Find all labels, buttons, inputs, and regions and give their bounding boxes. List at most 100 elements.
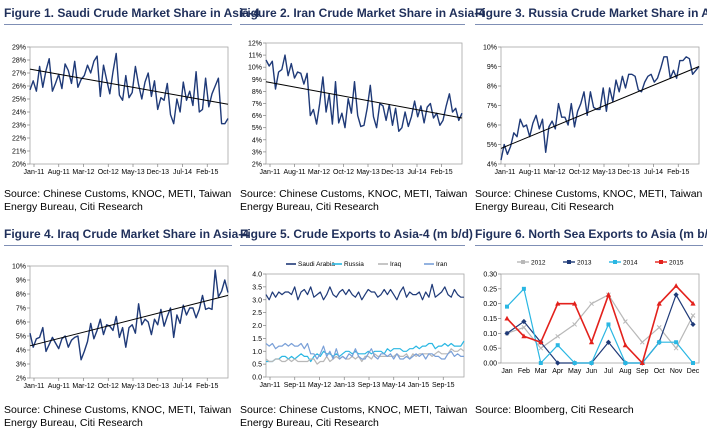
y-tick-label: 3%	[252, 149, 262, 156]
series-line	[265, 283, 464, 301]
x-tick-label: Feb-15	[430, 169, 452, 176]
x-tick-label: Aug-11	[519, 169, 541, 176]
data-point	[605, 339, 612, 345]
y-tick-label: 1.5	[252, 336, 262, 343]
y-tick-label: 20%	[12, 162, 26, 169]
y-tick-label: 0.05	[483, 346, 497, 353]
y-tick-label: 26%	[12, 84, 26, 91]
x-tick-label: May-13	[592, 169, 615, 176]
y-tick-label: 22%	[12, 136, 26, 143]
y-tick-label: 3%	[16, 362, 26, 369]
x-tick-label: Jan-11	[495, 169, 516, 176]
y-tick-label: 2%	[16, 376, 26, 383]
figure-source: Source: Bloomberg, Citi Research	[475, 404, 634, 416]
data-point	[657, 340, 662, 345]
x-tick-label: Dec-13	[146, 383, 169, 390]
data-point	[690, 313, 696, 318]
data-point	[572, 322, 577, 327]
legend-label: 2013	[577, 260, 592, 267]
y-tick-label: 0.5	[252, 362, 262, 369]
legend-marker	[567, 260, 571, 264]
data-point	[673, 292, 679, 298]
figure-source: Source: Chinese Customs, KNOC, METI, Tai…	[475, 188, 703, 213]
legend-label: 2012	[531, 260, 546, 267]
data-point	[538, 345, 544, 351]
data-point	[606, 322, 611, 327]
x-tick-label: May-12	[308, 382, 331, 389]
figure-source: Source: Chinese Customs, KNOC, METI, Tai…	[240, 404, 468, 429]
data-point	[572, 361, 577, 365]
legend-label: Saudi Arabia	[298, 261, 335, 268]
figure-6-chart: 0.00 0.05 0.10 0.15 0.20 0.25 0.30 Jan Feb Mar Apr…	[483, 260, 700, 376]
x-tick-label: Sep-11	[284, 382, 306, 389]
x-tick-label: Jan	[501, 368, 512, 375]
x-tick-label: Oct-12	[98, 169, 119, 176]
x-tick-label: Feb-15	[667, 169, 689, 176]
y-tick-label: 4%	[16, 348, 26, 355]
data-point	[504, 330, 510, 336]
data-point	[572, 300, 578, 306]
figure-title: Figure 6. North Sea Exports to Asia (m b…	[475, 227, 707, 241]
y-tick-label: 8%	[16, 292, 26, 299]
legend-marker	[521, 260, 525, 264]
x-tick-label: Jan-11	[260, 382, 281, 389]
series-line	[506, 294, 694, 349]
y-tick-label: 4%	[487, 162, 497, 169]
y-tick-label: 0.30	[483, 272, 497, 279]
figure-2-chart: 2% 3% 4% 5% 6% 7% 8% 9% 10% 11% 12% Jan-11 Aug-11 Mar…	[248, 41, 463, 176]
data-point	[623, 361, 628, 365]
data-point	[623, 319, 628, 324]
trend-line	[500, 66, 700, 149]
y-tick-label: 24%	[12, 110, 26, 117]
y-tick-label: 0.25	[483, 286, 497, 293]
data-point	[639, 339, 645, 345]
figure-source: Source: Chinese Customs, KNOC, METI, Tai…	[240, 188, 468, 213]
y-tick-label: 29%	[12, 45, 26, 52]
trend-line	[29, 294, 229, 347]
y-tick-label: 4.0	[252, 272, 262, 279]
x-tick-label: Oct-12	[569, 169, 590, 176]
plot-area	[29, 46, 229, 165]
x-tick-label: Sep-15	[432, 382, 455, 389]
legend-label: 2014	[623, 260, 638, 267]
x-tick-label: Jan-11	[260, 169, 281, 176]
y-tick-label: 25%	[12, 97, 26, 104]
legend-label: Iraq	[390, 261, 402, 268]
figure-title: Figure 1. Saudi Crude Market Share in As…	[4, 6, 260, 20]
x-tick-label: Feb-15	[196, 169, 218, 176]
data-point	[691, 361, 695, 365]
series-line	[265, 342, 464, 360]
legend-marker	[659, 260, 663, 264]
data-point	[555, 300, 561, 306]
data-point	[555, 333, 561, 339]
y-tick-label: 6%	[16, 320, 26, 327]
x-tick-label: Feb	[518, 368, 530, 375]
series-line	[29, 52, 229, 125]
series-line	[29, 269, 229, 361]
x-tick-label: Aug-11	[48, 169, 70, 176]
data-point	[555, 343, 560, 348]
x-tick-label: Dec-13	[381, 169, 404, 176]
data-point	[690, 300, 696, 306]
x-tick-label: Oct-12	[98, 383, 119, 390]
figure-3-chart: 4% 5% 6% 7% 8% 9% 10% Jan-11 Aug-11 Mar-12 Oct-12 M…	[483, 45, 700, 176]
title-rule	[240, 245, 465, 246]
y-tick-label: 5%	[252, 125, 262, 132]
y-tick-label: 8%	[487, 84, 497, 91]
y-tick-label: 1.0	[252, 349, 262, 356]
x-tick-label: Jul-14	[173, 383, 192, 390]
x-tick-label: Nov	[670, 368, 683, 375]
y-tick-label: 9%	[16, 278, 26, 285]
x-tick-label: Jul	[604, 368, 613, 375]
x-tick-label: Jan-11	[24, 169, 45, 176]
x-tick-label: Oct-12	[333, 169, 354, 176]
figure-source: Source: Chinese Customs, KNOC, METI, Tai…	[4, 404, 232, 429]
x-tick-label: Mar-12	[543, 169, 565, 176]
data-point	[589, 361, 594, 365]
x-tick-label: Dec	[687, 368, 700, 375]
series-line	[506, 285, 694, 364]
data-point	[538, 361, 543, 365]
x-tick-label: Sep	[636, 368, 649, 375]
data-point	[555, 360, 561, 366]
